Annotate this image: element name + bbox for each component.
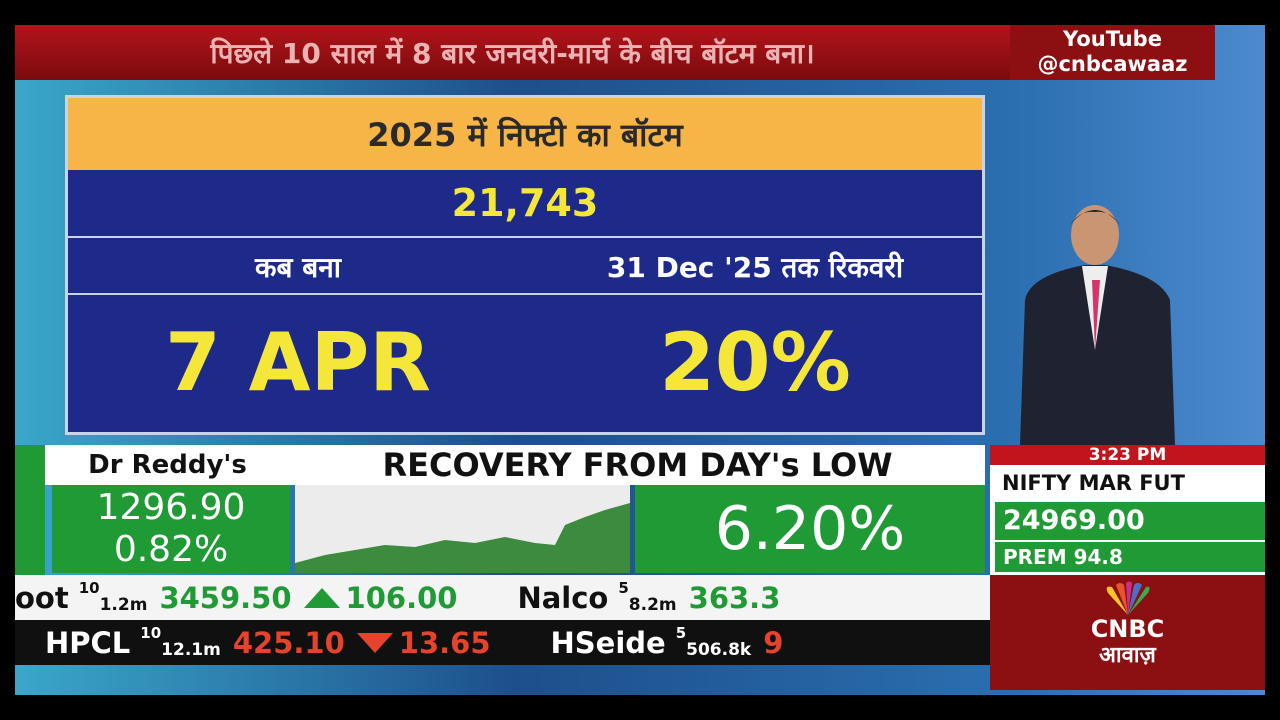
ticker-row: oot 10 1.2m 3459.50 106.00 Nalco 5 8.2m 363.3 (15, 575, 990, 620)
time: 3:23 PM (990, 445, 1265, 465)
instrument: NIFTY MAR FUT (1002, 471, 1185, 495)
right-value: 20% (659, 315, 851, 409)
ticker-volume: 12.1m (161, 639, 221, 660)
ticker-name: Nalco (517, 580, 609, 615)
market-box: 3:23 PM NIFTY MAR FUT 24969.00 PREM 94.8 (990, 445, 1265, 575)
logo-sub: आवाज़ (1099, 643, 1156, 668)
ticker-lot: 10 (78, 579, 100, 597)
ticker-name: HSeide (550, 625, 666, 660)
yt-handle: @cnbcawaaz (1037, 52, 1188, 76)
logo-box: CNBC आवाज़ (990, 575, 1265, 690)
price-box: 1296.90 0.82% (52, 485, 290, 573)
ticker-name: HPCL (45, 625, 131, 660)
green-strip (15, 445, 45, 575)
peacock (1106, 581, 1150, 615)
sparkline (295, 485, 630, 573)
ticker-change: 106.00 (345, 580, 458, 615)
ticker-arrow (303, 587, 340, 608)
top-ticker: पिछले 10 साल में 8 बार जनवरी-मार्च के बी… (210, 36, 815, 70)
ticker-volume: 506.8k (686, 639, 752, 660)
stock-name: Dr Reddy's (45, 445, 290, 485)
right-label: 31 Dec '25 तक रिकवरी (528, 240, 982, 295)
ticker-price: 3459.50 (159, 580, 292, 615)
ticker-volume: 1.2m (99, 594, 148, 615)
logo-brand: CNBC (1090, 615, 1165, 643)
youtube-box: YouTube @cnbcawaaz (1010, 25, 1215, 80)
stock-change: 0.82% (113, 529, 229, 570)
info-panel: 2025 में निफ्टी का बॉटम 21,743 कब बना 31… (65, 95, 985, 435)
ticker-volume: 8.2m (628, 594, 677, 615)
stock-price: 1296.90 (96, 487, 246, 528)
panel-title: 2025 में निफ्टी का बॉटम (68, 98, 982, 170)
ticker-lot: 10 (140, 624, 162, 642)
market-price: 24969.00 (995, 502, 1265, 540)
ticker-lot: 5 (675, 624, 687, 642)
ticker-name: oot (15, 580, 69, 615)
panel-value: 21,743 (68, 170, 982, 238)
left-value: 7 APR (165, 315, 431, 409)
recovery: 6.20% (635, 485, 985, 573)
left-label: कब बना (68, 240, 528, 295)
headline: RECOVERY FROM DAY's LOW (290, 445, 985, 485)
ticker-lot: 5 (618, 579, 629, 597)
premium: PREM 94.8 (995, 542, 1265, 572)
ticker-arrow (356, 632, 393, 653)
top-banner: पिछले 10 साल में 8 बार जनवरी-मार्च के बी… (15, 25, 1010, 80)
yt-platform: YouTube (1063, 27, 1162, 51)
ticker-price: 9 (763, 625, 784, 660)
ticker-change: 13.65 (398, 625, 491, 660)
presenter (1020, 205, 1175, 445)
ticker-row: HPCL 10 12.1m 425.10 13.65 HSeide 5 506.8k 9 (15, 620, 990, 665)
ticker-price: 425.10 (232, 625, 345, 660)
ticker-price: 363.3 (688, 580, 781, 615)
